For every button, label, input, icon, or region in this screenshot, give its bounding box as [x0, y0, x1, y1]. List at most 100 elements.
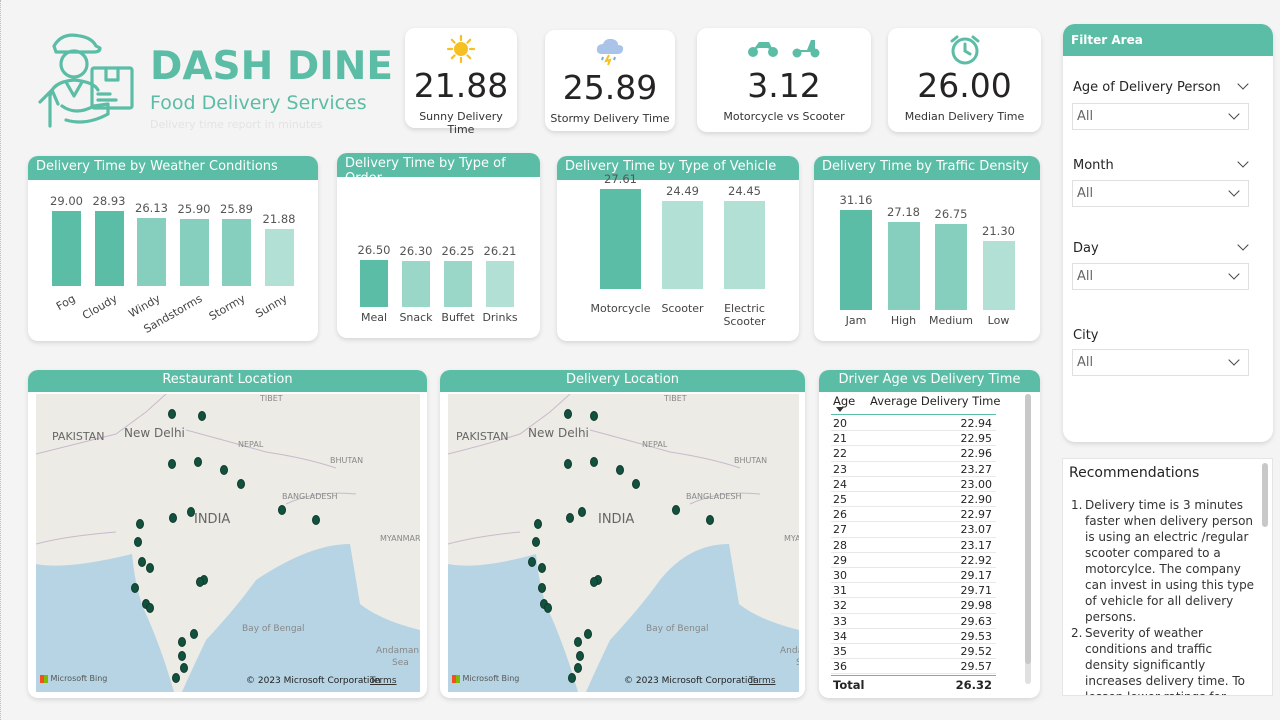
location-pin[interactable] — [190, 629, 198, 639]
map-terms-link[interactable]: Terms — [749, 676, 776, 686]
table-row[interactable]: 30 29.17 — [831, 568, 996, 584]
table-row[interactable]: 36 29.57 — [831, 659, 996, 675]
location-pin[interactable] — [590, 577, 598, 587]
location-pin[interactable] — [172, 673, 180, 683]
table-row[interactable]: 29 22.92 — [831, 553, 996, 568]
chart-bar[interactable] — [935, 223, 967, 310]
location-pin[interactable] — [616, 465, 624, 475]
recommendations-scrollbar[interactable] — [1262, 463, 1268, 527]
location-pin[interactable] — [138, 557, 146, 567]
location-pin[interactable] — [134, 537, 142, 547]
location-pin[interactable] — [532, 537, 540, 547]
location-pin[interactable] — [237, 479, 245, 489]
location-pin[interactable] — [169, 513, 177, 523]
location-pin[interactable] — [706, 515, 714, 525]
location-pin[interactable] — [278, 505, 286, 515]
table-row[interactable]: 22 22.96 — [831, 446, 996, 462]
kpi-value: 21.88 — [413, 66, 509, 105]
location-pin[interactable] — [198, 411, 206, 421]
chart-bar[interactable] — [600, 189, 641, 289]
location-pin[interactable] — [632, 479, 640, 489]
table-row[interactable]: 28 23.17 — [831, 538, 996, 553]
location-pin[interactable] — [544, 603, 552, 613]
location-pin[interactable] — [194, 457, 202, 467]
table-scrollbar[interactable] — [1025, 394, 1031, 684]
location-pin[interactable] — [590, 457, 598, 467]
map-terms-link[interactable]: Terms — [370, 676, 397, 686]
chart-bar[interactable] — [52, 210, 81, 286]
location-pin[interactable] — [590, 411, 598, 421]
location-pin[interactable] — [168, 459, 176, 469]
table-scrollbar-thumb[interactable] — [1025, 394, 1031, 664]
chart-bar[interactable] — [137, 218, 166, 286]
location-pin[interactable] — [672, 505, 680, 515]
chart-bar[interactable] — [264, 229, 294, 286]
chevron-down-icon[interactable] — [1237, 156, 1249, 168]
time-cell: 23.00 — [960, 477, 993, 491]
chart-bar[interactable] — [840, 209, 872, 310]
location-pin[interactable] — [576, 651, 584, 661]
location-pin[interactable] — [568, 673, 576, 683]
location-pin[interactable] — [578, 507, 586, 517]
location-pin[interactable] — [538, 563, 546, 573]
month-filter-select[interactable]: All — [1072, 180, 1249, 207]
location-pin[interactable] — [528, 557, 536, 567]
location-pin[interactable] — [187, 507, 195, 517]
table-row[interactable]: 25 22.90 — [831, 492, 996, 508]
location-pin[interactable] — [584, 629, 592, 639]
location-pin[interactable] — [574, 637, 582, 647]
chart-bar[interactable] — [887, 222, 920, 310]
table-col-age[interactable]: Age — [833, 394, 856, 408]
location-pin[interactable] — [168, 409, 176, 419]
category-label: Low — [987, 314, 1010, 327]
restaurant-map[interactable]: PAKISTAN New Delhi NEPAL BHUTAN TIBET IN… — [36, 394, 420, 692]
age-filter-select[interactable]: All — [1072, 103, 1249, 130]
weather-bar-chart: 29.00 Fog 28.93 Cloudy 26.13 Windy 25.90 Sandst… — [28, 156, 318, 341]
table-row[interactable]: 23 23.27 — [831, 462, 996, 477]
clock-icon — [888, 34, 1041, 70]
location-pin[interactable] — [180, 663, 188, 673]
chart-bar[interactable] — [94, 210, 124, 286]
chart-bar[interactable] — [222, 218, 251, 286]
location-pin[interactable] — [312, 515, 320, 525]
table-col-time[interactable]: Average Delivery Time — [870, 394, 1001, 408]
location-pin[interactable] — [564, 409, 572, 419]
chart-bar[interactable] — [486, 261, 514, 307]
chart-bar[interactable] — [662, 201, 703, 289]
table-row[interactable]: 21 22.95 — [831, 431, 996, 447]
table-row[interactable]: 24 23.00 — [831, 477, 996, 492]
location-pin[interactable] — [131, 583, 139, 593]
table-row[interactable]: 33 29.63 — [831, 614, 996, 629]
chart-bar[interactable] — [724, 201, 765, 289]
table-row[interactable]: 20 22.94 — [831, 416, 996, 432]
city-filter-select[interactable]: All — [1072, 349, 1249, 376]
table-row[interactable]: 27 23.07 — [831, 522, 996, 538]
chart-bar[interactable] — [444, 261, 472, 307]
location-pin[interactable] — [146, 603, 154, 613]
table-row[interactable]: 32 29.98 — [831, 598, 996, 614]
location-pin[interactable] — [566, 513, 574, 523]
chevron-down-icon[interactable] — [1237, 239, 1249, 251]
location-pin[interactable] — [564, 459, 572, 469]
table-row[interactable]: 35 29.52 — [831, 644, 996, 660]
location-pin[interactable] — [146, 563, 154, 573]
location-pin[interactable] — [178, 651, 186, 661]
location-pin[interactable] — [220, 465, 228, 475]
chart-bar[interactable] — [179, 218, 209, 286]
day-filter-select[interactable]: All — [1072, 263, 1249, 290]
chart-bar[interactable] — [402, 260, 430, 307]
location-pin[interactable] — [538, 583, 546, 593]
chart-bar[interactable] — [360, 260, 388, 307]
location-pin[interactable] — [534, 519, 542, 529]
table-row[interactable]: 31 29.71 — [831, 583, 996, 599]
location-pin[interactable] — [178, 637, 186, 647]
time-cell: 29.63 — [960, 614, 993, 628]
table-row[interactable]: 26 22.97 — [831, 507, 996, 523]
location-pin[interactable] — [574, 663, 582, 673]
table-row[interactable]: 34 29.53 — [831, 629, 996, 644]
chart-bar[interactable] — [982, 241, 1015, 310]
location-pin[interactable] — [196, 577, 204, 587]
location-pin[interactable] — [136, 519, 144, 529]
chevron-down-icon[interactable] — [1237, 78, 1249, 90]
delivery-map[interactable]: PAKISTAN New Delhi NEPAL BHUTAN TIBET IN… — [448, 394, 799, 692]
